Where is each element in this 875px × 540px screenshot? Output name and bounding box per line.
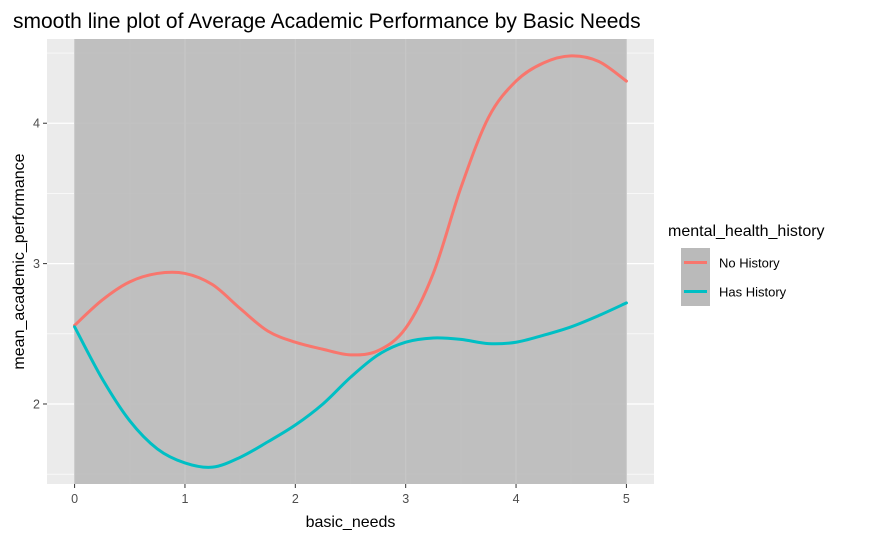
legend-label-no-history: No History [719,256,780,271]
x-tick-label: 2 [292,492,299,506]
y-tick-label: 4 [33,117,40,131]
x-tick-label: 4 [513,492,520,506]
x-axis: 0 1 2 3 4 5 [71,484,630,506]
x-tick-label: 0 [71,492,78,506]
x-tick-label: 1 [181,492,188,506]
y-tick-label: 3 [33,257,40,271]
y-axis: 2 3 4 [33,117,47,411]
series-lines [73,54,628,469]
x-tick-label: 3 [402,492,409,506]
legend-label-has-history: Has History [719,285,787,300]
shaded-band [74,39,627,484]
series-line-has-history [73,301,628,469]
legend: mental_health_history No History Has Hist… [668,223,825,306]
y-tick-label: 2 [33,397,40,411]
x-tick-label: 5 [623,492,630,506]
chart-title: smooth line plot of Average Academic Per… [13,10,641,33]
legend-title: mental_health_history [668,223,825,240]
series-line-no-history [73,54,628,357]
x-axis-title: basic_needs [306,514,396,531]
y-axis-title: mean_academic_performance [11,153,28,369]
